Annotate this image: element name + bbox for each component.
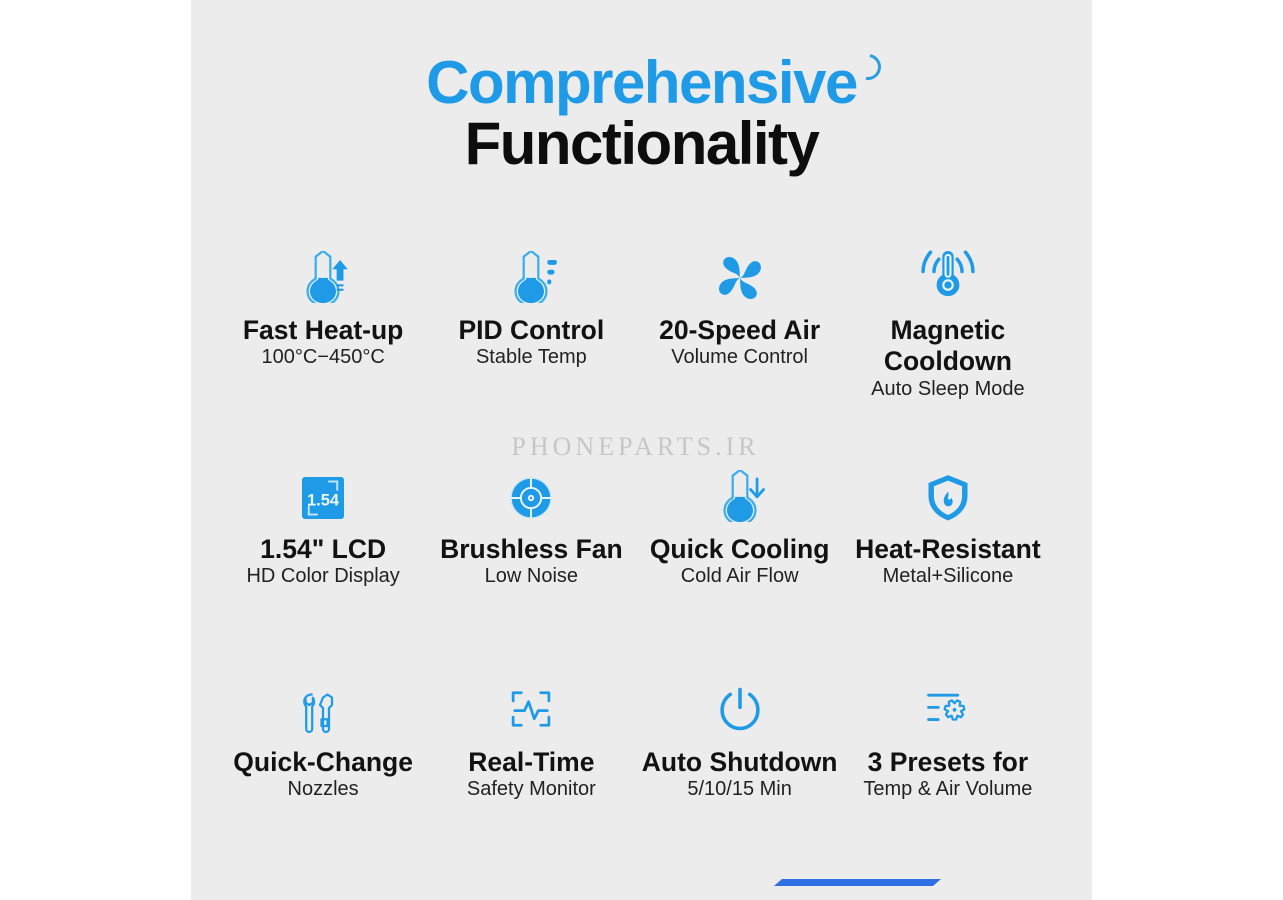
svg-text:1.54: 1.54 [307,492,340,510]
